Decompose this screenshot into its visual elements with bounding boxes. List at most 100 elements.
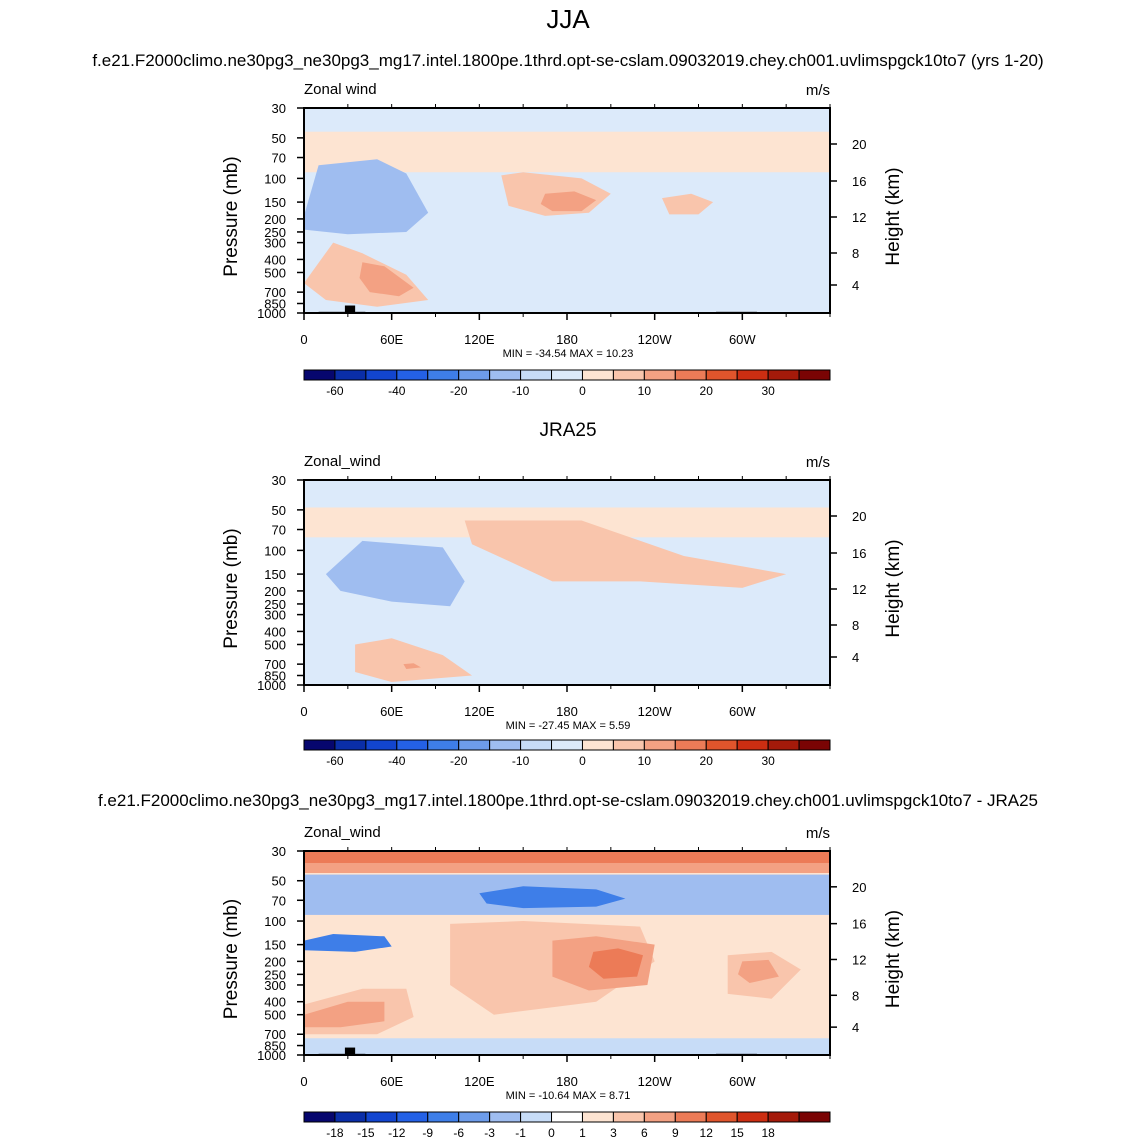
colorbar-cell bbox=[643, 369, 676, 381]
y-tick-label: 1000 bbox=[257, 1048, 286, 1063]
y-tick-label: 850 bbox=[264, 1039, 286, 1054]
colorbar-cell bbox=[798, 369, 831, 381]
colorbar-cell bbox=[551, 739, 583, 751]
colorbar-cell bbox=[643, 1111, 676, 1123]
y-tick-label: 500 bbox=[264, 265, 286, 280]
colorbar-cell bbox=[365, 1111, 398, 1123]
contour-region bbox=[540, 191, 597, 212]
y-tick-label: 50 bbox=[272, 874, 286, 889]
colorbar-cell bbox=[798, 739, 831, 751]
topography-tibet bbox=[344, 1047, 356, 1055]
colorbar-cell bbox=[798, 1111, 831, 1123]
y-tick-label: 850 bbox=[264, 668, 286, 683]
y-axis-label: Pressure (mb) bbox=[221, 528, 242, 648]
colorbar-cell bbox=[334, 369, 367, 381]
x-tick-label: 0 bbox=[300, 704, 307, 719]
units-label: m/s bbox=[806, 454, 830, 471]
y-tick-label: 300 bbox=[264, 236, 286, 251]
colorbar-cell bbox=[427, 739, 460, 751]
contour-region bbox=[588, 948, 643, 979]
colorbar-cell bbox=[674, 1111, 707, 1123]
x-tick-label: 0 bbox=[300, 1074, 307, 1089]
colorbar-label: -18 bbox=[326, 1126, 344, 1140]
y-tick-label: 70 bbox=[272, 893, 286, 908]
colorbar-cell bbox=[705, 369, 738, 381]
contour-region bbox=[304, 934, 392, 952]
y-right-tick-label: 12 bbox=[852, 952, 866, 967]
y-right-tick-label: 16 bbox=[852, 174, 866, 189]
y-tick-label: 30 bbox=[272, 473, 286, 488]
colorbar-label: -40 bbox=[388, 384, 406, 398]
y-tick-label: 200 bbox=[264, 584, 286, 599]
colorbar-cell bbox=[396, 1111, 429, 1123]
y-tick-label: 200 bbox=[264, 212, 286, 227]
colorbar-label: -60 bbox=[326, 754, 344, 768]
colorbar-cell bbox=[612, 1111, 645, 1123]
colorbar-cell bbox=[643, 739, 676, 751]
band-top bbox=[304, 851, 830, 863]
colorbar-label: 0 bbox=[548, 1126, 555, 1140]
y-right-tick-label: 16 bbox=[852, 546, 866, 561]
colorbar-cell bbox=[581, 1111, 614, 1123]
y-tick-label: 250 bbox=[264, 597, 286, 612]
x-tick-label: 180 bbox=[556, 1074, 578, 1089]
y-right-tick-label: 8 bbox=[852, 988, 859, 1003]
colorbar-cell bbox=[705, 739, 738, 751]
colorbar-label: 1 bbox=[579, 1126, 586, 1140]
x-tick-label: 60W bbox=[729, 332, 756, 347]
colorbar-label: -12 bbox=[388, 1126, 406, 1140]
y-right-tick-label: 16 bbox=[852, 917, 866, 932]
colorbar-cell bbox=[489, 369, 522, 381]
x-tick-label: 180 bbox=[556, 704, 578, 719]
y-right-tick-label: 20 bbox=[852, 137, 866, 152]
colorbar-cell bbox=[551, 1111, 583, 1123]
colorbar-cell bbox=[581, 739, 614, 751]
band-top2 bbox=[304, 863, 830, 873]
y-tick-label: 1000 bbox=[257, 306, 286, 321]
colorbar-label: -6 bbox=[453, 1126, 464, 1140]
x-tick-label: 60E bbox=[380, 1074, 403, 1089]
colorbar-cell bbox=[581, 369, 614, 381]
colorbar-label: -20 bbox=[450, 754, 468, 768]
y-right-tick-label: 8 bbox=[852, 618, 859, 633]
colorbar-cell bbox=[767, 1111, 800, 1123]
contour-region bbox=[403, 663, 421, 669]
y-tick-label: 1000 bbox=[257, 678, 286, 693]
colorbar-label: -15 bbox=[357, 1126, 375, 1140]
variable-label: Zonal_wind bbox=[304, 824, 381, 841]
contour-region bbox=[325, 540, 465, 607]
y-tick-label: 500 bbox=[264, 1008, 286, 1023]
y-axis-label: Pressure (mb) bbox=[221, 899, 242, 1019]
x-tick-label: 60E bbox=[380, 332, 403, 347]
colorbar-label: 6 bbox=[641, 1126, 648, 1140]
y-right-axis-label: Height (km) bbox=[883, 910, 904, 1008]
colorbar-label: 0 bbox=[579, 754, 586, 768]
colorbar-cell bbox=[365, 369, 398, 381]
y-right-tick-label: 8 bbox=[852, 246, 859, 261]
x-tick-label: 60W bbox=[729, 1074, 756, 1089]
colorbar-cell bbox=[334, 739, 367, 751]
y-tick-label: 850 bbox=[264, 296, 286, 311]
y-tick-label: 250 bbox=[264, 967, 286, 982]
colorbar-cell bbox=[736, 1111, 769, 1123]
y-tick-label: 30 bbox=[272, 101, 286, 116]
y-right-tick-label: 12 bbox=[852, 210, 866, 225]
x-tick-label: 120E bbox=[464, 332, 495, 347]
contour-region bbox=[359, 262, 414, 297]
y-right-tick-label: 20 bbox=[852, 880, 866, 895]
x-tick-label: 120W bbox=[638, 332, 673, 347]
colorbar-label: 20 bbox=[700, 754, 714, 768]
units-label: m/s bbox=[806, 82, 830, 99]
main-title: JJA bbox=[546, 4, 590, 34]
contour-region bbox=[738, 959, 779, 983]
colorbar-cell bbox=[736, 369, 769, 381]
y-tick-label: 300 bbox=[264, 608, 286, 623]
colorbar-cell bbox=[520, 369, 553, 381]
y-right-axis-label: Height (km) bbox=[883, 539, 904, 637]
y-tick-label: 400 bbox=[264, 252, 286, 267]
colorbar-cell bbox=[458, 739, 491, 751]
y-tick-label: 50 bbox=[272, 131, 286, 146]
y-right-tick-label: 4 bbox=[852, 650, 859, 665]
